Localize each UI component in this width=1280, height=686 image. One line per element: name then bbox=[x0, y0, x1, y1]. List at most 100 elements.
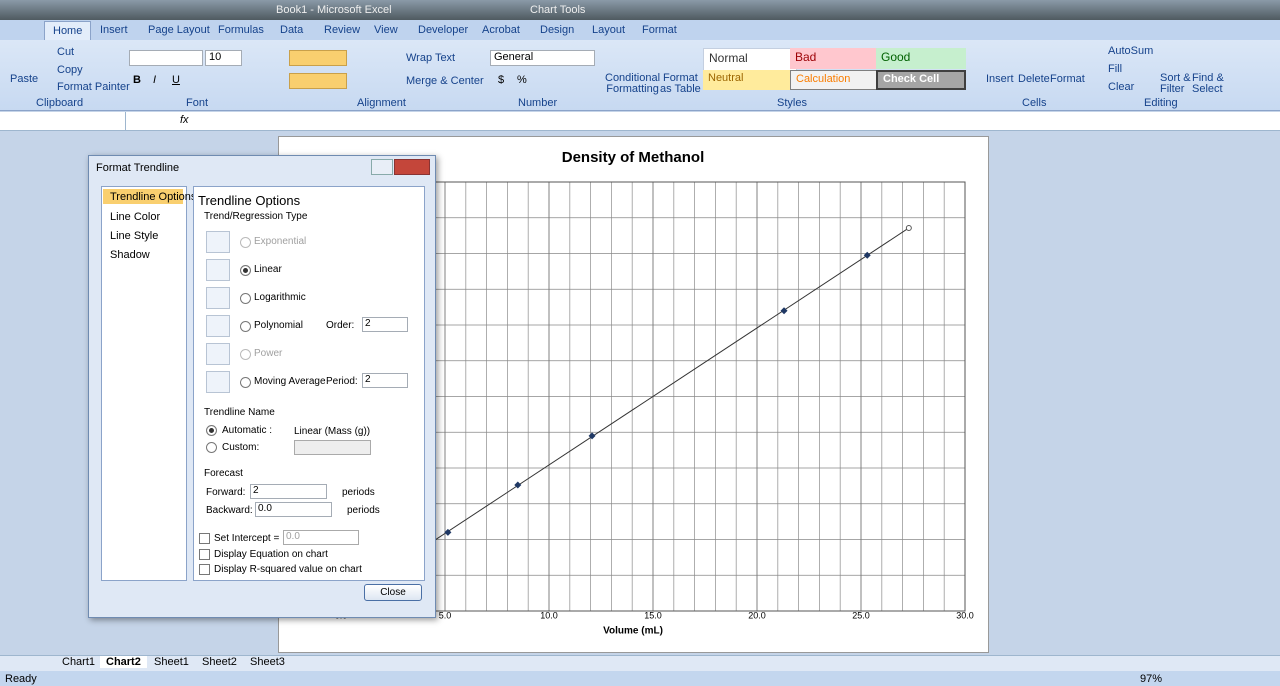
delete-button[interactable]: Delete bbox=[1018, 73, 1050, 85]
ribbon-tab[interactable]: Developer bbox=[418, 24, 469, 36]
intercept-input[interactable]: 0.0 bbox=[283, 530, 359, 545]
find-select[interactable]: Find & Select bbox=[1192, 73, 1224, 95]
style-good[interactable]: Good bbox=[876, 48, 966, 69]
copy-button[interactable]: Copy bbox=[57, 64, 83, 76]
checkbox[interactable] bbox=[199, 564, 210, 575]
section-label: Forecast bbox=[204, 468, 243, 479]
align-left[interactable] bbox=[289, 73, 347, 89]
underline-button[interactable]: U bbox=[172, 74, 180, 86]
custom-option[interactable]: Custom: bbox=[222, 442, 260, 453]
title-bar bbox=[0, 0, 1280, 20]
style-bad[interactable]: Bad bbox=[790, 48, 882, 69]
currency-button[interactable]: $ bbox=[498, 74, 505, 86]
style-normal[interactable]: Normal bbox=[703, 48, 797, 71]
radio[interactable] bbox=[206, 442, 217, 453]
order-input[interactable]: 2 bbox=[362, 317, 408, 332]
ribbon-tab[interactable]: Page Layout bbox=[148, 24, 210, 36]
type-option[interactable]: Polynomial bbox=[254, 320, 303, 331]
radio-selected[interactable] bbox=[206, 425, 217, 436]
label-line: Format bbox=[662, 72, 698, 84]
label-line: Filter bbox=[1160, 83, 1185, 95]
label-line: Find & bbox=[1192, 72, 1224, 84]
ribbon-tab[interactable]: Review bbox=[324, 24, 361, 36]
help-button[interactable] bbox=[371, 159, 393, 175]
clear-button[interactable]: Clear bbox=[1108, 81, 1135, 93]
sheet-tab[interactable]: Sheet1 bbox=[154, 656, 189, 668]
ribbon-tab[interactable]: Design bbox=[540, 24, 575, 36]
intercept-label[interactable]: Set Intercept = bbox=[214, 533, 280, 544]
style-neutral[interactable]: Neutral bbox=[703, 70, 795, 90]
type-icon bbox=[206, 287, 230, 309]
ribbon-tab[interactable]: View bbox=[374, 24, 398, 36]
nav-item[interactable]: Line Style bbox=[110, 230, 159, 242]
format-button[interactable]: Format bbox=[1050, 73, 1085, 85]
type-option[interactable]: Power bbox=[254, 348, 283, 359]
percent-button[interactable]: % bbox=[517, 74, 527, 86]
align-top[interactable] bbox=[289, 50, 347, 66]
wrap-text[interactable]: Wrap Text bbox=[406, 52, 456, 64]
checkbox[interactable] bbox=[199, 533, 210, 544]
font-size[interactable]: 10 bbox=[205, 50, 242, 66]
close-button[interactable]: Close bbox=[364, 584, 422, 601]
group-label: Styles bbox=[777, 97, 807, 109]
type-icon bbox=[206, 343, 230, 365]
font-name[interactable] bbox=[129, 50, 203, 66]
type-option[interactable]: Linear bbox=[254, 264, 282, 275]
ribbon-tab[interactable]: Data bbox=[280, 24, 304, 36]
number-format[interactable]: General bbox=[490, 50, 595, 66]
type-option[interactable]: Logarithmic bbox=[254, 292, 306, 303]
fill-button[interactable]: Fill bbox=[1108, 63, 1123, 75]
ribbon-tab[interactable]: Layout bbox=[592, 24, 626, 36]
group-label: Cells bbox=[1022, 97, 1047, 109]
name-box[interactable] bbox=[0, 112, 126, 130]
radio[interactable] bbox=[240, 321, 251, 332]
automatic-option[interactable]: Automatic : bbox=[222, 425, 273, 436]
paste-button[interactable]: Paste bbox=[10, 73, 39, 85]
format-painter[interactable]: Format Painter bbox=[57, 81, 130, 93]
nav-item[interactable]: Shadow bbox=[110, 249, 150, 261]
radio[interactable] bbox=[240, 377, 251, 388]
backward-label: Backward: bbox=[206, 505, 253, 516]
bold-button[interactable]: B bbox=[133, 74, 141, 86]
section-label: Trendline Name bbox=[204, 407, 275, 418]
sheet-tab[interactable]: Chart1 bbox=[62, 656, 96, 668]
sort-filter[interactable]: Sort & Filter bbox=[1160, 73, 1191, 95]
data-point bbox=[444, 528, 452, 536]
format-as-table[interactable]: Format as Table bbox=[660, 73, 701, 95]
nav-item[interactable]: Trendline Options bbox=[110, 191, 197, 203]
style-check-cell[interactable]: Check Cell bbox=[876, 70, 966, 90]
merge-center[interactable]: Merge & Center bbox=[406, 75, 484, 87]
style-calculation[interactable]: Calculation bbox=[790, 70, 880, 90]
insert-button[interactable]: Insert bbox=[986, 73, 1014, 85]
radio[interactable] bbox=[240, 237, 251, 248]
display-equation[interactable]: Display Equation on chart bbox=[214, 549, 328, 560]
autosum-button[interactable]: AutoSum bbox=[1108, 45, 1154, 57]
radio[interactable] bbox=[240, 293, 251, 304]
radio-selected[interactable] bbox=[240, 265, 251, 276]
ribbon-tab[interactable]: Home bbox=[44, 21, 92, 40]
ribbon-tab[interactable]: Formulas bbox=[218, 24, 264, 36]
fx-button[interactable]: fx bbox=[180, 114, 189, 126]
ribbon-tab[interactable]: Format bbox=[642, 24, 677, 36]
x-tick-label: 5.0 bbox=[439, 610, 452, 620]
close-x-button[interactable] bbox=[394, 159, 430, 175]
type-option[interactable]: Moving Average bbox=[254, 376, 326, 387]
ribbon-tab[interactable]: Insert bbox=[100, 24, 128, 36]
cut-button[interactable]: Cut bbox=[57, 46, 75, 58]
sheet-tab[interactable]: Sheet3 bbox=[250, 656, 285, 668]
panel-heading: Trendline Options bbox=[198, 193, 301, 208]
sheet-tab[interactable]: Sheet2 bbox=[202, 656, 237, 668]
checkbox[interactable] bbox=[199, 549, 210, 560]
type-option[interactable]: Exponential bbox=[254, 236, 307, 247]
backward-input[interactable]: 0.0 bbox=[255, 502, 332, 517]
radio[interactable] bbox=[240, 349, 251, 360]
conditional-formatting[interactable]: Conditional Formatting bbox=[605, 73, 660, 95]
forward-input[interactable]: 2 bbox=[250, 484, 327, 499]
period-input[interactable]: 2 bbox=[362, 373, 408, 388]
sheet-tab[interactable]: Chart2 bbox=[100, 656, 147, 668]
ribbon-tab[interactable]: Acrobat bbox=[482, 24, 520, 36]
italic-button[interactable]: I bbox=[153, 74, 157, 86]
nav-item[interactable]: Line Color bbox=[110, 211, 161, 223]
display-r-squared[interactable]: Display R-squared value on chart bbox=[214, 564, 362, 575]
custom-input[interactable] bbox=[294, 440, 371, 455]
